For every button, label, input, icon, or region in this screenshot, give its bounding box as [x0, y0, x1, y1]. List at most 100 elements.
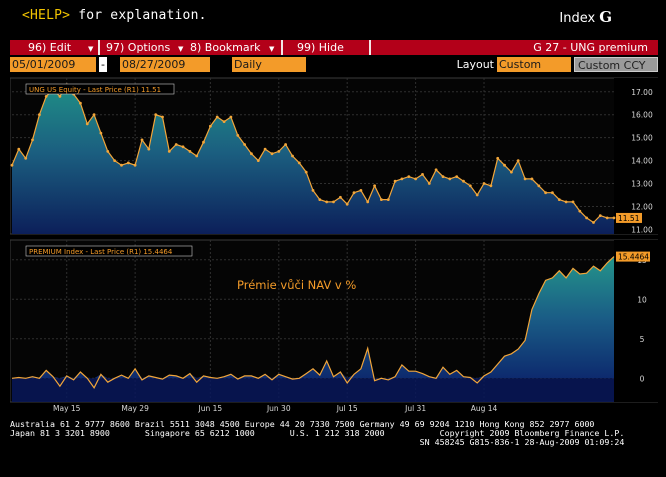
price-point — [147, 147, 151, 151]
y-tick-label: 13.00 — [631, 180, 653, 189]
price-point — [407, 175, 411, 178]
chevron-down-icon: ▼ — [178, 45, 184, 53]
index-key[interactable]: G — [599, 8, 612, 26]
price-point — [291, 154, 294, 158]
y-tick-label: 16.00 — [631, 111, 653, 120]
price-point — [510, 170, 513, 174]
price-point — [277, 150, 281, 153]
menu-options[interactable]: 97) Options — [106, 41, 171, 54]
price-point — [325, 200, 329, 204]
price-point — [304, 170, 308, 174]
price-point — [79, 101, 82, 105]
premium-series-line — [11, 256, 615, 389]
below-zero-band — [12, 378, 614, 402]
price-point — [366, 200, 370, 204]
end-date-field[interactable]: 08/27/2009 — [120, 57, 210, 72]
x-tick-label: Jun 15 — [198, 404, 223, 413]
help-text: for explanation. — [70, 8, 207, 23]
period-select[interactable]: Daily — [232, 57, 306, 72]
help-key[interactable]: <HELP> — [22, 8, 71, 23]
price-point — [612, 216, 616, 220]
menu-hide[interactable]: 99) Hide — [297, 41, 344, 54]
price-point — [215, 115, 219, 119]
price-point — [181, 145, 185, 149]
premium-annotation: Prémie vůči NAV v % — [237, 278, 356, 292]
start-date-field[interactable]: 05/01/2009 — [10, 57, 96, 72]
price-point — [58, 95, 62, 98]
price-point — [386, 198, 390, 201]
price-point — [434, 168, 438, 172]
y-tick-label: 10 — [637, 295, 647, 304]
layout-select[interactable]: Custom — [497, 57, 571, 72]
x-tick-label: Jul 15 — [336, 404, 358, 413]
currency-select[interactable]: Custom CCY — [574, 57, 658, 72]
price-point — [92, 113, 96, 117]
price-point — [571, 200, 575, 204]
footer-line-1: Australia 61 2 9777 8600 Brazil 5511 304… — [10, 419, 595, 429]
price-point — [421, 173, 424, 176]
price-point — [284, 143, 287, 146]
price-point — [544, 191, 547, 195]
y-axis-strip — [614, 240, 658, 402]
x-tick-label: Aug 14 — [471, 404, 498, 413]
y-tick-label: 15.00 — [631, 134, 653, 143]
x-tick-label: May 15 — [53, 404, 81, 413]
price-point — [578, 209, 582, 213]
price-point — [564, 200, 568, 204]
price-point — [167, 150, 171, 153]
price-point — [551, 191, 554, 195]
price-area — [12, 84, 614, 235]
last-value-tag — [616, 251, 650, 262]
price-point — [530, 177, 534, 181]
price-point — [516, 159, 520, 162]
price-point — [318, 198, 322, 201]
menu-separator — [98, 40, 100, 55]
price-point — [441, 175, 445, 178]
price-point — [188, 150, 192, 153]
y-tick-label: 17.00 — [631, 88, 653, 97]
price-point — [120, 163, 123, 167]
date-dash: - — [99, 57, 107, 72]
price-point — [133, 163, 137, 167]
price-point — [598, 214, 602, 218]
index-label: Index — [559, 11, 596, 26]
price-point — [496, 156, 500, 160]
chart-title: G 27 - UNG premium — [533, 41, 648, 54]
y-tick-label: 5 — [640, 335, 645, 344]
price-point — [38, 113, 41, 117]
price-point — [380, 198, 383, 201]
price-point — [537, 184, 541, 188]
price-point — [345, 202, 349, 206]
y-tick-label: 14.00 — [631, 157, 653, 166]
price-point — [140, 138, 144, 142]
price-point — [99, 131, 103, 135]
price-point — [393, 179, 397, 183]
price-point — [592, 221, 595, 224]
price-point — [339, 195, 342, 199]
index-indicator: Index G — [559, 8, 612, 26]
y-axis-strip — [614, 78, 658, 234]
last-value-label: 15.4464 — [618, 253, 649, 262]
layout-label: Layout — [456, 58, 494, 71]
chevron-down-icon: ▼ — [269, 45, 275, 53]
price-point — [448, 177, 452, 181]
menu-bookmark[interactable]: 8) Bookmark — [190, 41, 261, 54]
legend-box — [25, 245, 193, 257]
price-point — [236, 134, 240, 137]
price-point — [256, 159, 260, 162]
chart-controls: 05/01/2009 - 08/27/2009 Daily Layout Cus… — [10, 57, 658, 72]
menu-separator — [281, 40, 283, 55]
premium-area — [12, 256, 614, 379]
price-point — [585, 216, 588, 220]
footer-line-3: SN 458245 G815-836-1 28-Aug-2009 01:09:2… — [10, 437, 625, 447]
price-point — [17, 147, 21, 151]
price-point — [475, 193, 479, 197]
price-point — [352, 191, 356, 195]
price-point — [373, 184, 376, 188]
menu-bar: 96) Edit ▼ 97) Options ▼ 8) Bookmark ▼ 9… — [10, 40, 658, 55]
price-point — [455, 175, 459, 178]
price-point — [243, 143, 247, 146]
menu-edit[interactable]: 96) Edit — [28, 41, 72, 54]
chart-area: 17.00 16.00 15.00 14.00 13.00 12.00 11.00 UNG U… — [10, 74, 658, 420]
